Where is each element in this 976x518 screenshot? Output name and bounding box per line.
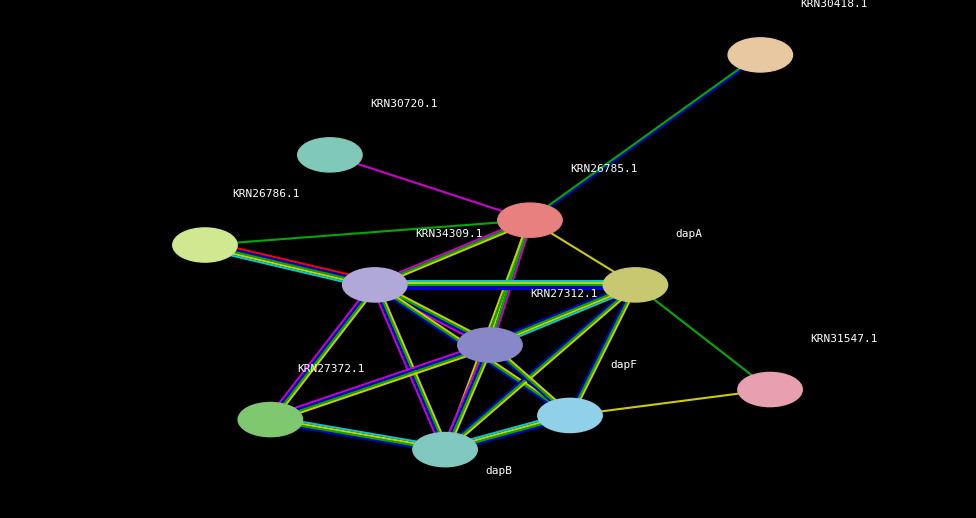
Text: KRN26786.1: KRN26786.1 bbox=[232, 189, 300, 199]
Circle shape bbox=[738, 372, 802, 407]
Text: KRN27372.1: KRN27372.1 bbox=[298, 364, 365, 374]
Circle shape bbox=[498, 203, 562, 237]
Text: KRN31547.1: KRN31547.1 bbox=[810, 334, 877, 344]
Text: KRN30720.1: KRN30720.1 bbox=[370, 99, 437, 109]
Circle shape bbox=[728, 38, 793, 72]
Circle shape bbox=[343, 268, 407, 302]
Text: dapB: dapB bbox=[485, 466, 512, 477]
Circle shape bbox=[298, 138, 362, 172]
Circle shape bbox=[413, 433, 477, 467]
Text: KRN27312.1: KRN27312.1 bbox=[530, 289, 597, 299]
Circle shape bbox=[173, 228, 237, 262]
Circle shape bbox=[238, 402, 303, 437]
Text: KRN26785.1: KRN26785.1 bbox=[570, 164, 637, 175]
Text: KRN30418.1: KRN30418.1 bbox=[800, 0, 868, 9]
Circle shape bbox=[458, 328, 522, 362]
Circle shape bbox=[603, 268, 668, 302]
Text: dapA: dapA bbox=[675, 229, 703, 239]
Text: KRN34309.1: KRN34309.1 bbox=[415, 229, 482, 239]
Circle shape bbox=[538, 398, 602, 433]
Text: dapF: dapF bbox=[610, 359, 637, 370]
